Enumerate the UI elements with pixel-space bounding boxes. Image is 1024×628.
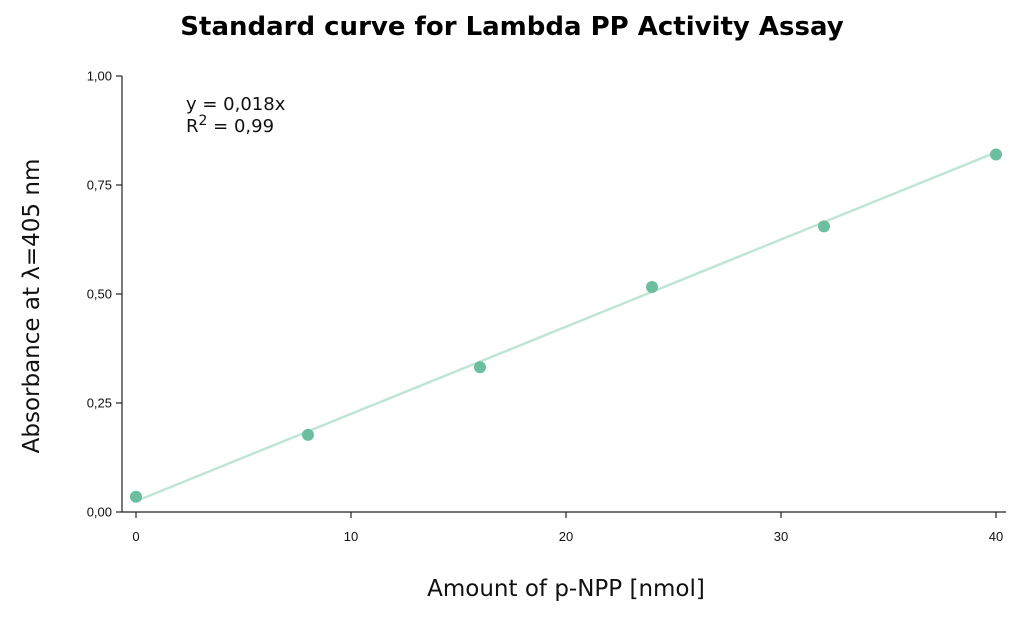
data-point xyxy=(302,428,314,441)
regression-equation: y = 0,018x xyxy=(186,94,286,115)
regression-annotation: y = 0,018x R2 = 0,99 xyxy=(186,94,285,138)
r-squared: R2 = 0,99 xyxy=(186,113,285,138)
x-tick-label: 10 xyxy=(344,529,358,544)
y-tick-label: 0,00 xyxy=(87,505,112,520)
x-tick-label: 40 xyxy=(989,529,1003,544)
x-axis-label: Amount of p-NPP [nmol] xyxy=(427,576,705,602)
data-point xyxy=(130,490,142,503)
x-tick-label: 30 xyxy=(774,529,788,544)
data-point xyxy=(646,281,658,294)
r-squared-exponent: 2 xyxy=(198,113,208,129)
y-tick-label: 1,00 xyxy=(87,69,112,84)
x-tick-label: 20 xyxy=(559,529,573,544)
r-squared-value: = 0,99 xyxy=(207,116,275,137)
r-squared-prefix: R xyxy=(186,116,199,137)
chart-title: Standard curve for Lambda PP Activity As… xyxy=(180,12,844,42)
data-point xyxy=(474,361,486,374)
x-tick-label: 0 xyxy=(132,529,139,544)
y-tick-label: 0,50 xyxy=(87,287,112,302)
data-point xyxy=(990,148,1002,161)
y-tick-label: 0,75 xyxy=(87,178,112,193)
data-point xyxy=(818,220,830,233)
y-tick-label: 0,25 xyxy=(87,396,112,411)
y-axis-label: Absorbance at λ=405 nm xyxy=(19,158,45,454)
trendline xyxy=(135,151,997,503)
